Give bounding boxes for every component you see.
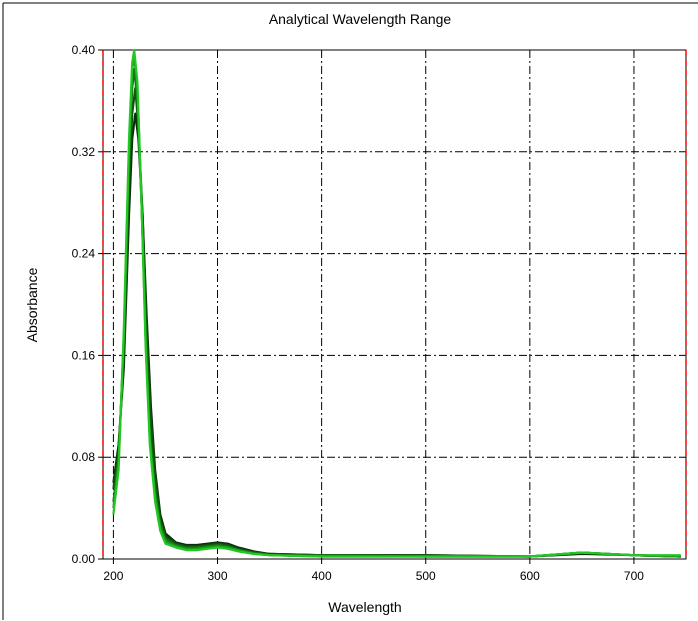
x-tick-label: 700 <box>624 569 644 583</box>
series-group <box>112 48 681 558</box>
x-tick-label: 300 <box>208 569 228 583</box>
plot-border <box>102 49 687 560</box>
x-axis-title: Wavelength <box>328 599 401 615</box>
y-tick-label: 0.16 <box>72 348 96 362</box>
y-tick-label: 0.32 <box>72 145 96 159</box>
y-axis-title: Absorbance <box>24 267 40 342</box>
y-tick-label: 0.24 <box>72 247 96 261</box>
y-axis-ticks: 0.00 0.08 0.16 0.24 0.32 0.40 <box>72 43 103 566</box>
x-tick-label: 200 <box>103 569 123 583</box>
x-tick-label: 600 <box>520 569 540 583</box>
y-tick-label: 0.00 <box>72 552 96 566</box>
plot-area <box>102 48 687 560</box>
x-tick-label: 500 <box>416 569 436 583</box>
spectrum-line-5 <box>112 48 681 558</box>
y-tick-label: 0.08 <box>72 450 96 464</box>
grid-lines <box>103 49 686 559</box>
x-axis-ticks: 200 300 400 500 600 700 <box>103 559 644 583</box>
chart-title: Analytical Wavelength Range <box>269 11 452 27</box>
y-tick-label: 0.40 <box>72 43 96 57</box>
range-markers <box>102 50 687 559</box>
x-tick-label: 400 <box>312 569 332 583</box>
